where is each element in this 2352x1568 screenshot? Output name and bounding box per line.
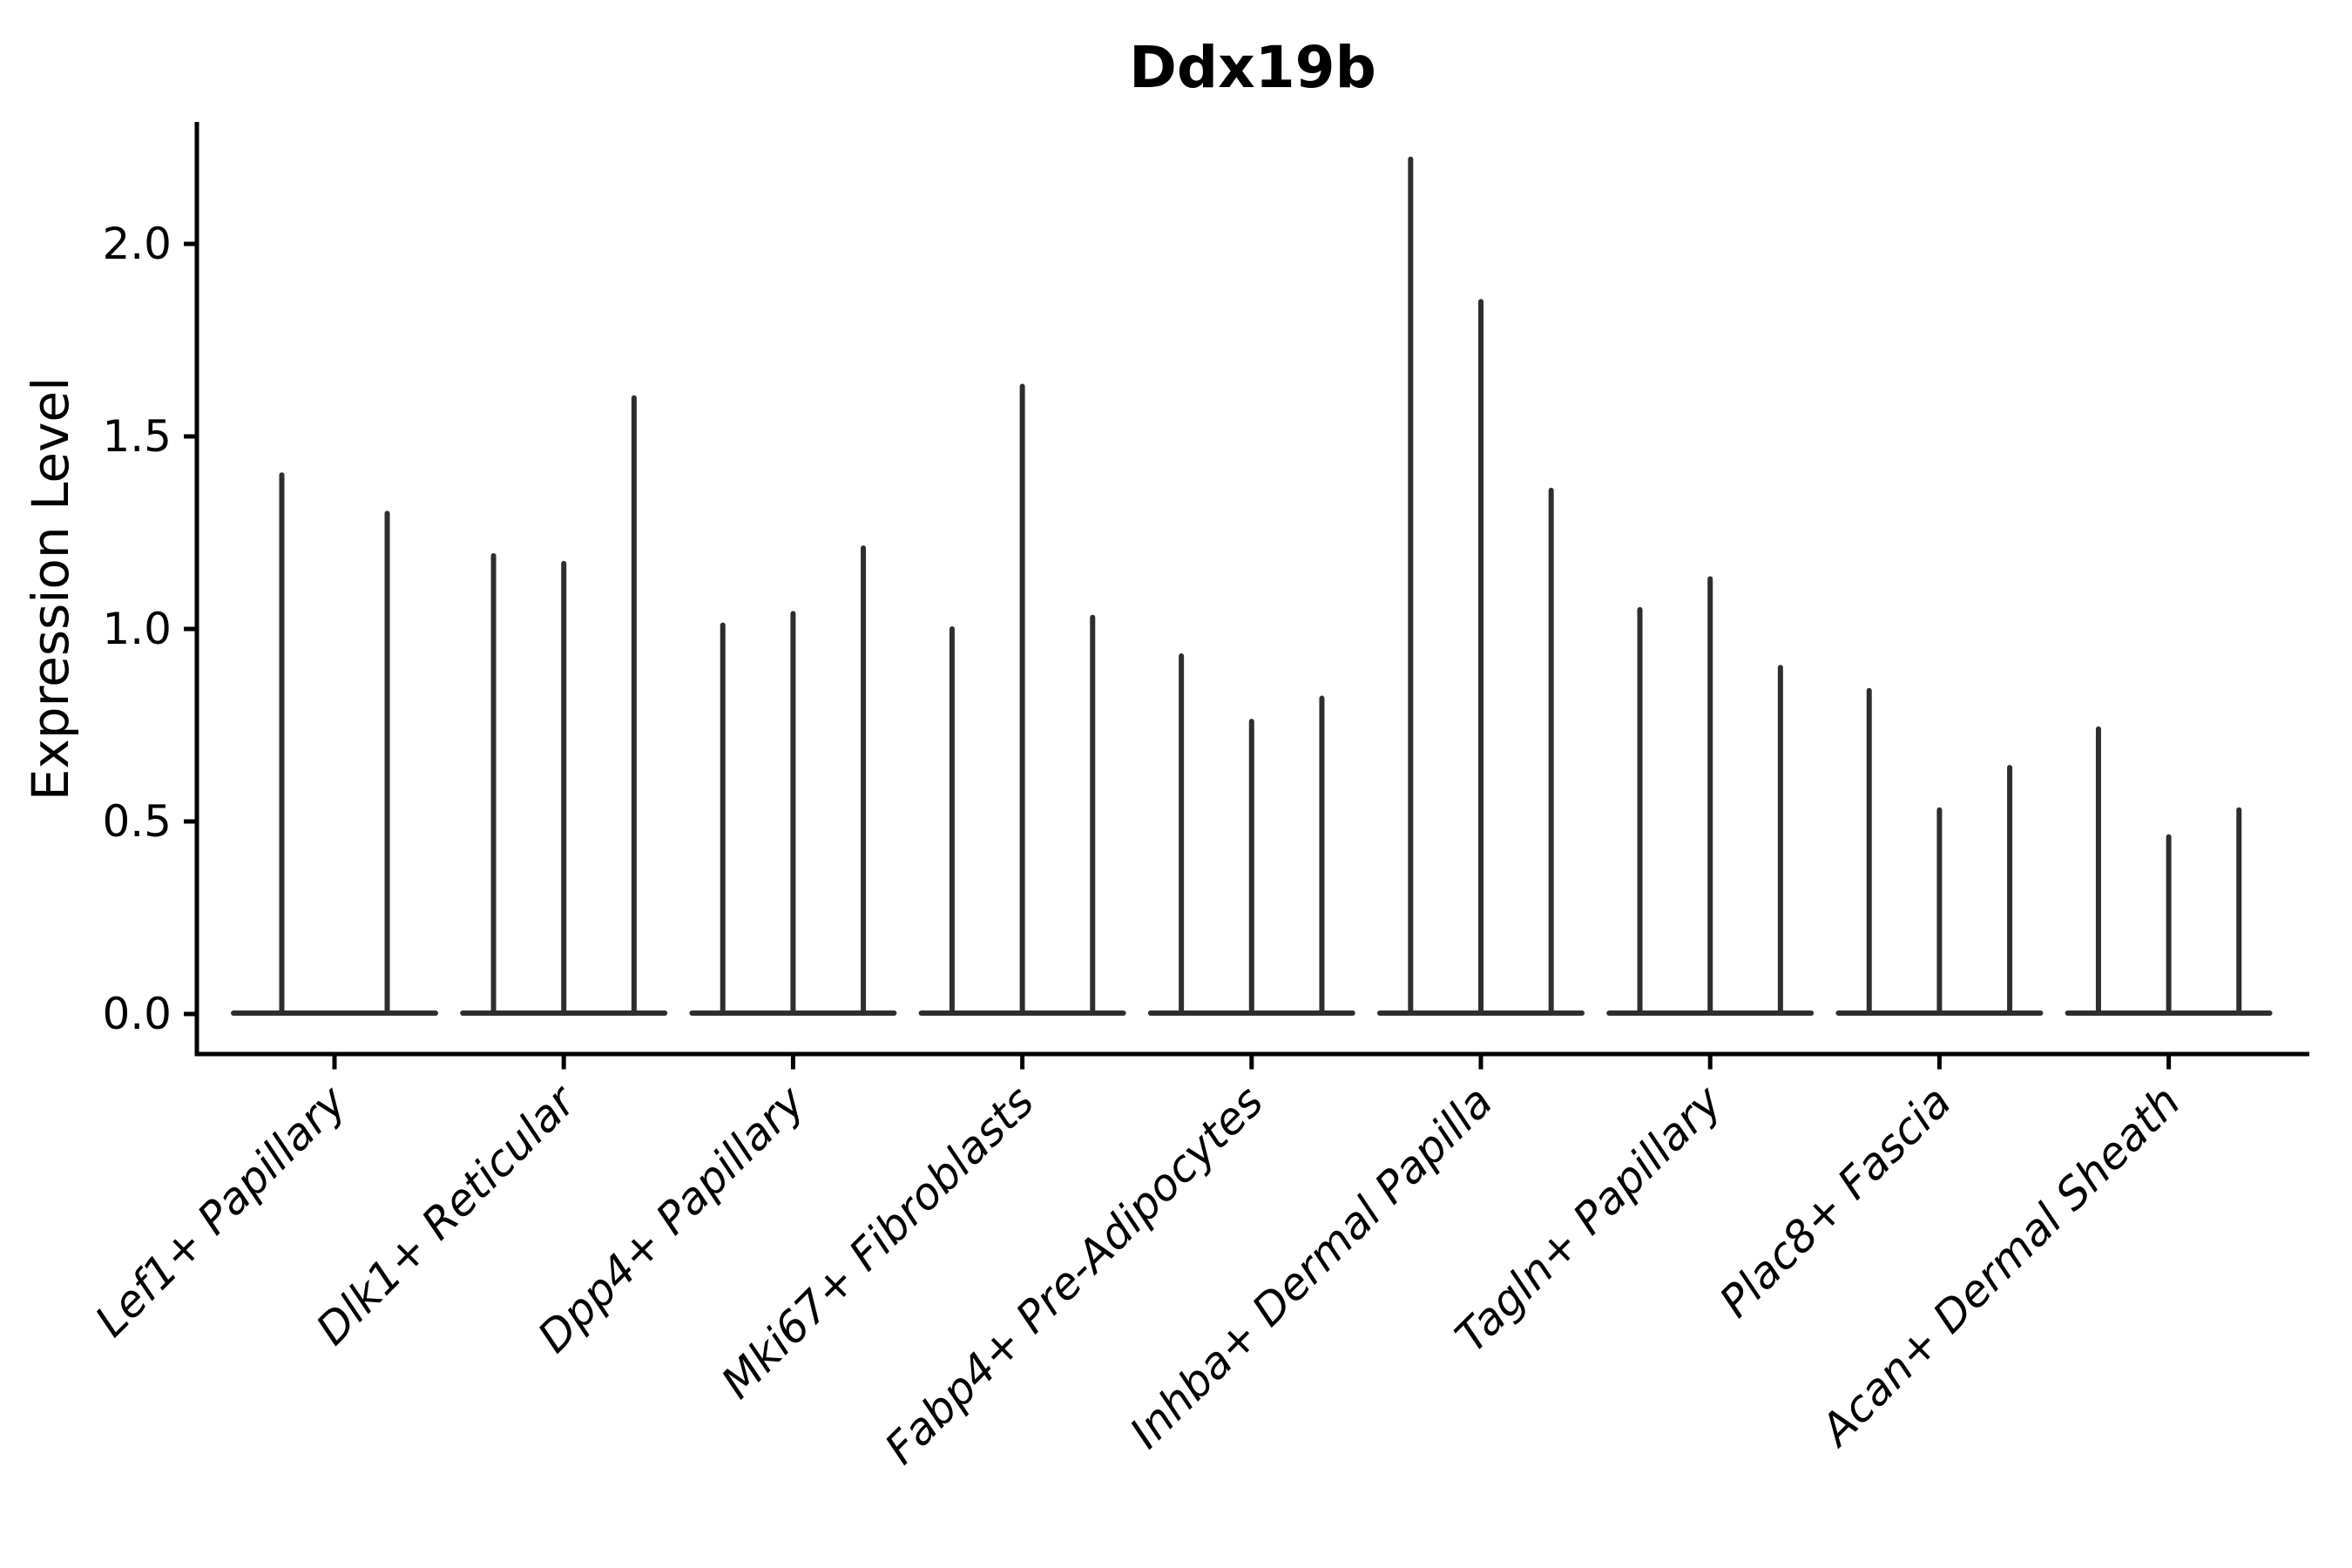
y-tick-label: 0.5 [102,796,172,847]
violin-group [2065,726,2273,1016]
y-tick-label: 2.0 [102,219,172,269]
y-axis-title: Expression Level [21,377,80,801]
violin-group [460,395,668,1016]
violin-group [231,472,438,1016]
x-tick-label: Inhba+ Dermal Papilla [1120,1076,1502,1457]
violin-group [918,383,1126,1016]
y-tick-label: 0.0 [102,989,172,1039]
violins [231,156,2273,1016]
x-tick-label: Acan+ Dermal Sheath [1809,1076,2190,1456]
violin-group [1835,687,2044,1016]
x-tick-label: Lef1+ Papillary [85,1075,356,1346]
y-tick-label: 1.0 [102,604,172,654]
chart-title: Ddx19b [1129,34,1376,101]
violin-group [1606,576,1815,1016]
x-tick-label: Plac8+ Fascia [1710,1076,1961,1327]
axes [194,122,2309,1057]
y-axis-ticks: 0.0 0.5 1.0 1.5 2.0 [102,219,197,1039]
x-tick-label: Fabp4+ Pre-Adipocytes [875,1076,1274,1474]
violin-group [689,545,897,1016]
violin-group [1147,652,1355,1016]
violin-group [1377,156,1585,1016]
y-tick-label: 1.5 [102,411,172,462]
